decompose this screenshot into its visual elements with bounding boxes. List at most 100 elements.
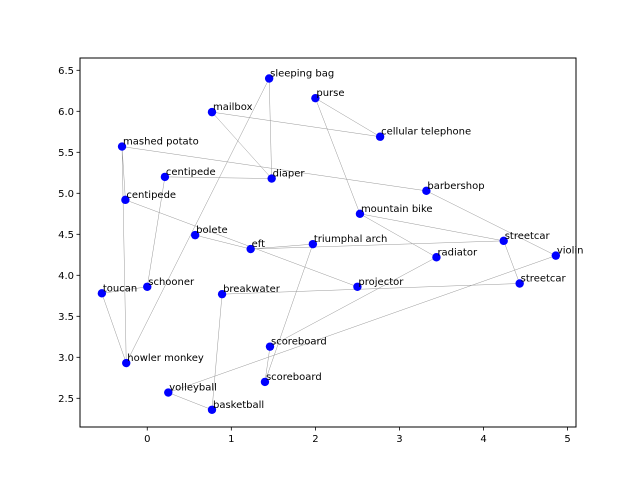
point-label: mountain bike	[361, 204, 433, 215]
data-point	[260, 377, 270, 387]
y-tick-label: 6.5	[58, 66, 74, 77]
point-label: diaper	[273, 169, 306, 180]
point-label: cellular telephone	[381, 127, 471, 138]
data-point	[207, 107, 217, 117]
edge-line	[359, 213, 504, 242]
edge-line	[250, 243, 313, 250]
edge-line	[269, 257, 437, 347]
point-label: mashed potato	[123, 137, 199, 148]
data-point	[264, 74, 274, 83]
point-label: howler monkey	[127, 353, 204, 364]
edge-line	[147, 176, 166, 287]
point-label: sleeping bag	[270, 69, 334, 80]
data-point	[143, 282, 152, 291]
y-tick-label: 4.5	[58, 230, 74, 241]
data-point	[207, 405, 217, 414]
points-layer	[97, 74, 561, 414]
edge-line	[126, 78, 270, 364]
edge-line	[264, 346, 271, 382]
x-tick-label: 0	[144, 434, 150, 445]
edges-layer	[101, 78, 556, 411]
y-tick-label: 4.0	[58, 271, 74, 282]
point-label: streetcar	[505, 231, 551, 242]
edge-line	[250, 240, 504, 250]
edge-line	[121, 146, 126, 200]
edge-line	[101, 286, 148, 294]
data-point	[121, 195, 130, 205]
edge-line	[168, 255, 556, 393]
plot-frame	[79, 57, 577, 428]
data-point	[160, 172, 170, 182]
data-point	[499, 236, 508, 246]
point-labels-layer: sleeping bag purse mailbox cellular telepho…	[103, 69, 584, 411]
point-label: breakwater	[223, 284, 281, 295]
edge-line	[268, 78, 272, 179]
data-point	[432, 253, 441, 262]
edge-line	[125, 199, 358, 288]
y-tick-label: 6.0	[58, 107, 74, 118]
data-point	[267, 174, 276, 183]
point-label: centipede	[166, 167, 216, 178]
data-point	[353, 282, 362, 291]
x-tick-label: 1	[228, 434, 234, 445]
point-label: centipede	[126, 190, 176, 201]
x-tick-label: 2	[312, 434, 318, 445]
edge-line	[211, 111, 272, 179]
data-point	[217, 289, 227, 299]
point-label: barbershop	[427, 181, 484, 192]
point-label: basketball	[213, 400, 264, 411]
data-point	[515, 279, 524, 288]
x-tick-label: 5	[564, 434, 570, 445]
data-point	[122, 358, 131, 368]
edge-line	[359, 213, 437, 258]
data-point	[422, 186, 431, 196]
edge-line	[121, 146, 427, 192]
edge-line	[426, 190, 556, 256]
point-label: bolete	[196, 225, 227, 236]
data-point	[164, 388, 173, 397]
y-tick-label: 3.5	[58, 312, 74, 323]
edge-line	[222, 283, 520, 295]
data-point	[375, 132, 385, 141]
data-point	[355, 209, 365, 218]
data-point	[308, 239, 318, 249]
x-axis: 0 1 2 3 4 5	[144, 427, 571, 445]
point-label: streetcar	[521, 274, 567, 285]
y-tick-label: 5.5	[58, 148, 74, 159]
edge-line	[211, 294, 223, 410]
edge-line	[101, 293, 127, 364]
point-label: scoreboard	[266, 372, 322, 383]
edge-line	[503, 240, 520, 284]
data-point	[551, 251, 561, 260]
data-point	[265, 342, 275, 351]
point-label: triumphal arch	[314, 234, 388, 245]
point-label: purse	[316, 88, 344, 99]
point-label: violin	[557, 246, 584, 257]
data-point	[190, 230, 200, 240]
edge-line	[121, 146, 127, 364]
point-label: schooner	[148, 277, 195, 288]
data-point	[246, 244, 255, 254]
edge-line	[264, 244, 314, 382]
y-tick-label: 5.0	[58, 189, 74, 200]
edge-line	[315, 97, 381, 137]
edge-line	[164, 176, 272, 179]
point-label: scoreboard	[271, 337, 327, 348]
edge-line	[168, 392, 213, 411]
y-tick-label: 2.5	[58, 394, 74, 405]
edge-line	[211, 111, 381, 137]
point-label: toucan	[103, 283, 137, 294]
x-tick-label: 3	[396, 434, 402, 445]
point-label: mailbox	[213, 102, 253, 113]
point-label: projector	[358, 277, 404, 288]
point-label: volleyball	[169, 383, 217, 394]
point-label: radiator	[437, 247, 478, 258]
edge-line	[315, 98, 361, 214]
data-point	[117, 142, 127, 151]
y-axis: 2.5 3.0 3.5 4.0 4.5 5.0 5.5 6.0 6.5	[58, 66, 80, 405]
data-point	[97, 289, 107, 298]
edge-line	[195, 234, 251, 250]
